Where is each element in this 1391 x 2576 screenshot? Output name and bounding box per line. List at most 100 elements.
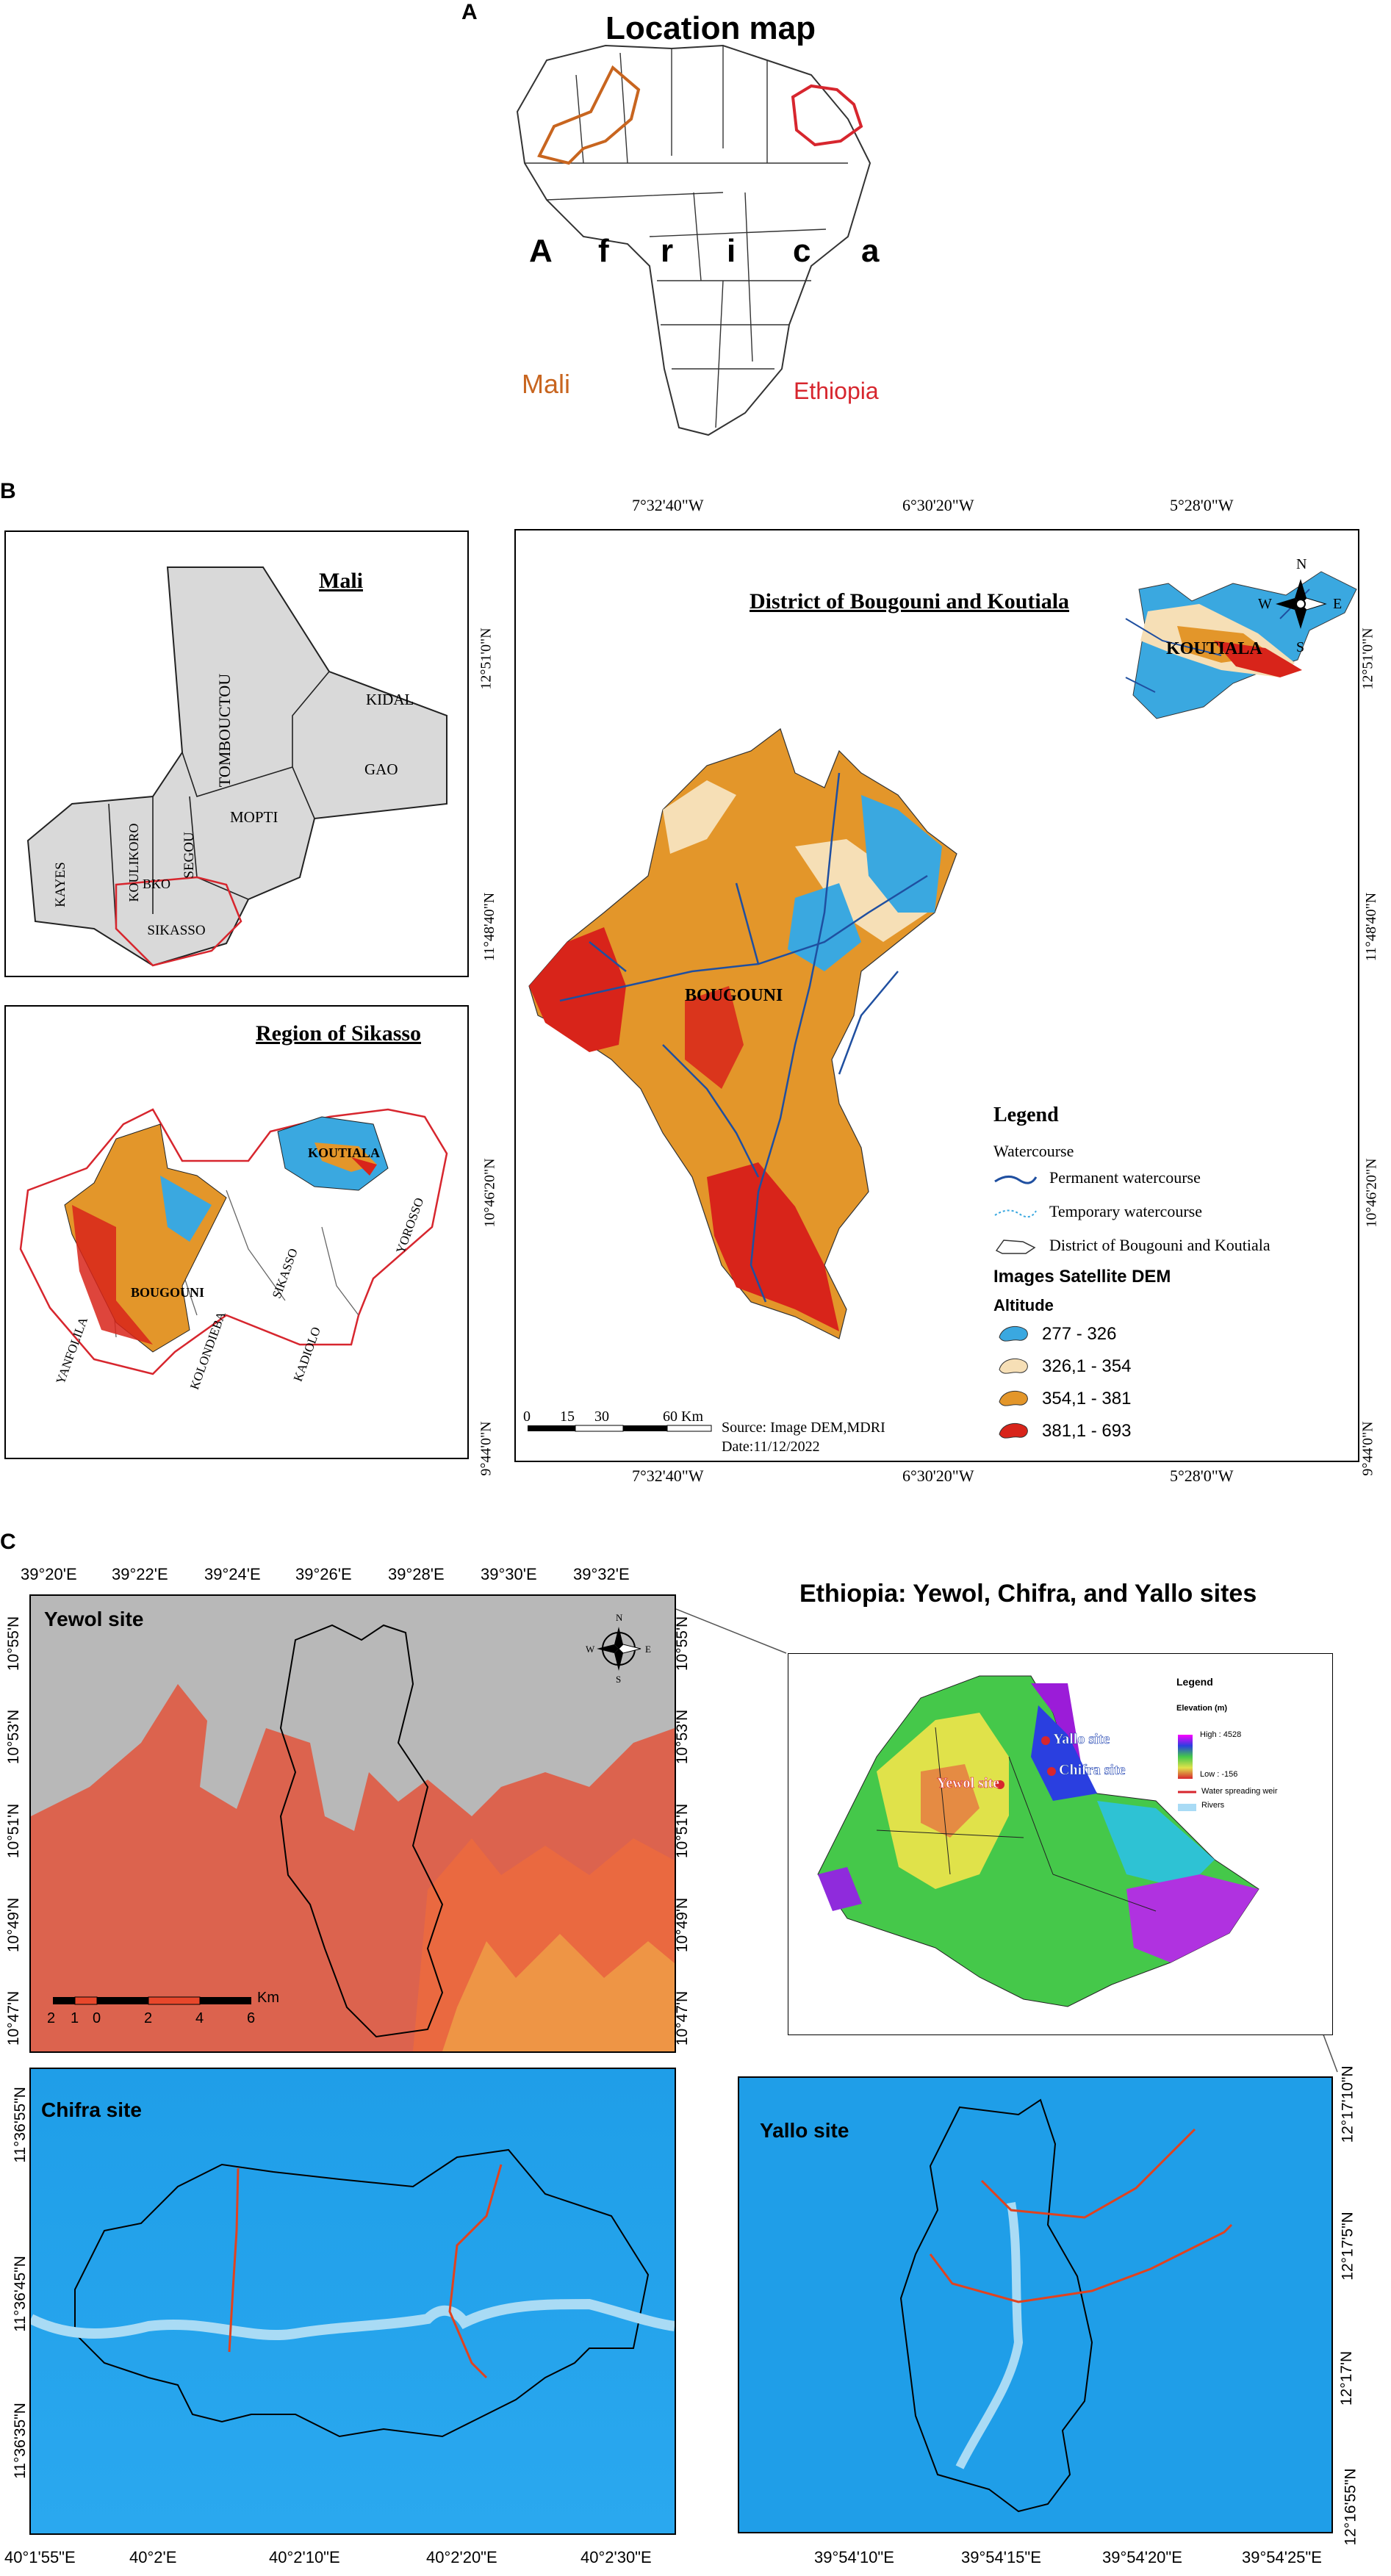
inset-chifra-label: Chifra site [1059, 1762, 1126, 1778]
legend-altitude-heading: Altitude [993, 1296, 1054, 1314]
scale-tick-15: 15 [560, 1408, 575, 1425]
main-legend: Legend Watercourse Permanent watercourse… [993, 1104, 1354, 1441]
chifra-bottom-5: 40°2'30"E [581, 2548, 652, 2566]
ethiopia-inset-svg: Yallo site Chifra site Yewol site [817, 1675, 1259, 2007]
temporary-line-swatch [994, 1209, 1037, 1218]
main-map-frame: BOUGOUNI KOUTIALA N S E W 0 15 30 60 Km … [514, 529, 1359, 1462]
legend-permanent: Permanent watercourse [1049, 1168, 1201, 1187]
district-bougouni: BOUGOUNI [131, 1285, 204, 1300]
yewol-scale-0: 0 [93, 2010, 101, 2026]
yewol-compass-s: S [616, 1674, 621, 1685]
district-swatch [995, 1240, 1036, 1254]
inset-legend-high: High : 4528 [1200, 1730, 1242, 1739]
africa-letter-2: f [598, 233, 609, 269]
africa-letter-6: a [861, 233, 880, 269]
ethiopia-outline [791, 84, 863, 147]
legend-class-swatch [999, 1390, 1028, 1406]
legend-class-row: 277 - 326 [993, 1323, 1214, 1348]
yewol-left-lat-5: 10°47'N [5, 1990, 23, 2046]
chifra-lat-2: 11°36'45"N [11, 2256, 29, 2332]
africa-letter-5: c [793, 233, 811, 269]
legend-class-swatch [999, 1358, 1028, 1374]
yewol-left-lat-3: 10°51'N [5, 1803, 23, 1859]
legend-class-row: 326,1 - 354 [993, 1355, 1214, 1380]
chifra-bottom-4: 40°2'20"E [426, 2548, 497, 2566]
africa-letter-3: r [661, 233, 674, 269]
source-line-1: Source: Image DEM,MDRI [722, 1420, 885, 1436]
compass-rose [1276, 579, 1327, 629]
region-koulikoro: KOULIKORO [126, 824, 141, 902]
inset-yewol-label: Yewol site [937, 1775, 999, 1791]
legend-class-row: 381,1 - 693 [993, 1420, 1214, 1444]
sikasso-inset-title: Region of Sikasso [256, 1021, 422, 1046]
inset-legend-rivers: Rivers [1201, 1801, 1225, 1810]
main-left-coord-2: 11°48'40"N [481, 892, 498, 962]
scale-bar [528, 1425, 712, 1432]
main-map-svg: BOUGOUNI KOUTIALA N S E W 0 15 30 60 Km [523, 556, 1357, 1432]
yewol-scale-unit: Km [257, 1990, 279, 2006]
bougouni-rivers [559, 772, 928, 1303]
legend-class-label: 354,1 - 381 [1042, 1389, 1132, 1408]
yallo-bottom-3: 39°54'20"E [1102, 2548, 1182, 2566]
main-left-coord-4: 9°44'0"N [478, 1421, 495, 1476]
chifra-title: Chifra site [41, 2098, 142, 2121]
chifra-bottom-3: 40°2'10"E [269, 2548, 340, 2566]
chifra-weirs [228, 2164, 503, 2379]
chifra-map: Chifra site [28, 2068, 676, 2535]
scale-tick-60: 60 Km [663, 1408, 703, 1425]
yewol-compass-e: E [645, 1644, 651, 1655]
main-bottom-coord-1: 7°32'40"W [632, 1467, 704, 1485]
yewol-watershed [279, 1624, 444, 2038]
main-left-coord-1: 12°51'0"N [478, 627, 495, 690]
yallo-map: Yallo site [738, 2076, 1333, 2533]
country-borders [525, 46, 848, 428]
inset-legend-weir: Water spreading weir [1201, 1787, 1278, 1796]
inset-yallo-label: Yallo site [1053, 1731, 1110, 1747]
region-segou: SEGOU [181, 832, 197, 879]
panel-b-letter: B [0, 479, 16, 503]
legend-class-label: 381,1 - 693 [1042, 1421, 1132, 1441]
yallo-river [955, 2202, 1024, 2469]
yallo-bottom-2: 39°54'15"E [961, 2548, 1041, 2566]
yewol-top-coord-1: 39°20'E [21, 1565, 77, 1583]
yewol-scale-6: 6 [247, 2010, 256, 2026]
yewol-top-coord-4: 39°26'E [295, 1565, 352, 1583]
scale-tick-30: 30 [594, 1408, 609, 1425]
panel-a-map: Location map A f r i c a Mali Ethiopia [503, 10, 885, 470]
yewol-map: N S E W Yewol site Km 2 1 0 2 4 6 [29, 1594, 676, 2053]
region-kidal: KIDAL [366, 691, 414, 708]
connector-lines [676, 1608, 787, 1654]
chifra-boundary [74, 2148, 650, 2438]
region-sikasso: SIKASSO [147, 923, 205, 938]
chifra-lat-3: 11°36'35"N [11, 2403, 29, 2479]
yewol-top-coord-3: 39°24'E [204, 1565, 261, 1583]
inset-legend-title: Legend [1176, 1676, 1213, 1688]
yallo-lat-3: 12°17'N [1338, 2350, 1356, 2406]
legend-district: District of Bougouni and Koutiala [1049, 1236, 1270, 1254]
yallo-bottom-4: 39°54'25"E [1242, 2548, 1322, 2566]
yallo-title: Yallo site [760, 2119, 849, 2142]
yewol-top-coord-5: 39°28'E [388, 1565, 445, 1583]
yewol-left-lat-4: 10°49'N [5, 1897, 23, 1953]
legend-temporary: Temporary watercourse [1049, 1202, 1202, 1220]
chifra-lat-1: 11°36'55"N [11, 2087, 29, 2163]
main-right-coord-3: 10°46'20"N [1363, 1158, 1380, 1228]
yewol-top-coord-7: 39°32'E [573, 1565, 630, 1583]
panel-a-letter: A [461, 0, 478, 24]
yewol-scale-4: 4 [195, 2010, 204, 2026]
legend-class-label: 277 - 326 [1042, 1324, 1117, 1344]
permanent-line-swatch [994, 1176, 1038, 1184]
yewol-scale-bar [53, 1996, 251, 2005]
region-tombouctou: TOMBOUCTOU [215, 674, 234, 788]
mali-shape [26, 566, 448, 967]
yewol-compass [597, 1627, 641, 1671]
main-top-coord-2: 6°30'20"W [902, 496, 974, 514]
compass-n: N [1296, 556, 1306, 572]
yewol-scale-2a: 2 [47, 2010, 56, 2026]
main-bottom-coord-2: 6°30'20"W [902, 1467, 974, 1485]
mali-inset-svg: TOMBOUCTOU KIDAL GAO MOPTI SEGOU KAYES K… [26, 566, 448, 967]
ethiopia-inset: Yallo site Chifra site Yewol site Legend… [788, 1653, 1333, 2035]
yewol-left-lat-2: 10°53'N [5, 1709, 23, 1765]
yewol-compass-w: W [586, 1644, 595, 1655]
yallo-svg [899, 2098, 1233, 2513]
